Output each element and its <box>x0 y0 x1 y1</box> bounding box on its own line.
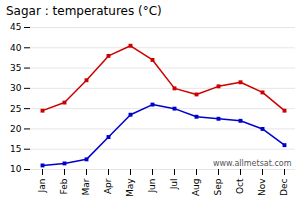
svg-text:Feb: Feb <box>59 178 69 194</box>
svg-text:Jun: Jun <box>147 179 157 194</box>
svg-text:Jan: Jan <box>37 179 47 194</box>
svg-text:May: May <box>125 178 135 197</box>
html-text:Sagar : temperatures (°C): Sagar : temperatures (°C) <box>6 4 162 18</box>
svg-text:25: 25 <box>10 104 21 114</box>
svg-text:www.allmetsat.com: www.allmetsat.com <box>213 159 292 168</box>
svg-text:Mar: Mar <box>81 178 91 195</box>
svg-text:30: 30 <box>10 83 22 93</box>
svg-text:45: 45 <box>10 22 21 32</box>
svg-text:35: 35 <box>10 63 21 73</box>
svg-text:Jul: Jul <box>169 179 179 191</box>
svg-text:Oct: Oct <box>235 178 245 194</box>
svg-text:Apr: Apr <box>103 178 113 194</box>
svg-text:15: 15 <box>10 144 21 154</box>
svg-text:Aug: Aug <box>191 179 201 197</box>
svg-text:Nov: Nov <box>257 178 267 196</box>
svg-text:Sep: Sep <box>213 178 223 195</box>
svg-text:10: 10 <box>10 164 22 174</box>
svg-text:40: 40 <box>10 43 22 53</box>
svg-text:Dec: Dec <box>279 178 289 195</box>
svg-text:20: 20 <box>10 124 22 134</box>
